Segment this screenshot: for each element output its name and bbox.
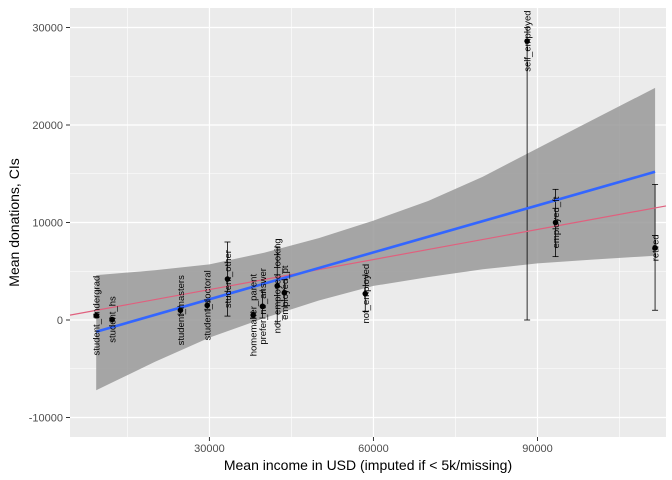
data-point bbox=[93, 312, 100, 319]
point-label: employed_ft bbox=[551, 196, 562, 248]
reference-line bbox=[69, 205, 667, 316]
point-label: not_employed_looking bbox=[273, 238, 284, 333]
point-label: employed_pt bbox=[280, 265, 291, 320]
x-tick-label: 60000 bbox=[358, 443, 389, 455]
data-point bbox=[524, 38, 530, 44]
point-label: prefer_no_answer bbox=[258, 268, 269, 345]
fit-line bbox=[95, 170, 656, 333]
y-tick-label: -10000 bbox=[29, 413, 63, 425]
x-axis-ticks: 30000 60000 90000 bbox=[194, 437, 553, 455]
x-tick-label: 30000 bbox=[194, 443, 225, 455]
y-axis-title: Mean donations, CIs bbox=[6, 158, 22, 286]
y-tick-label: 20000 bbox=[32, 120, 63, 132]
point-label: student_doctoral bbox=[203, 270, 214, 340]
data-point bbox=[552, 219, 559, 226]
point-label: retired bbox=[651, 234, 662, 261]
data-point bbox=[281, 289, 288, 296]
data-point bbox=[109, 316, 115, 323]
confidence-band bbox=[96, 87, 656, 391]
data-points bbox=[93, 38, 658, 323]
data-point bbox=[652, 245, 658, 251]
point-label: student_other bbox=[223, 250, 234, 308]
y-tick-label: 30000 bbox=[32, 23, 63, 35]
point-labels: student_undergrad student_hs student_maste… bbox=[92, 10, 662, 356]
point-label: homemaker_parent bbox=[249, 274, 260, 357]
data-point bbox=[224, 276, 231, 282]
point-label: not_employed bbox=[361, 264, 372, 324]
y-tick-label: 10000 bbox=[32, 218, 63, 230]
data-point bbox=[362, 290, 369, 297]
point-label: student_undergrad bbox=[92, 276, 103, 356]
point-label: student_masters bbox=[176, 275, 187, 345]
y-tick-label: 0 bbox=[57, 315, 63, 327]
data-point bbox=[259, 303, 266, 310]
data-point bbox=[177, 307, 184, 314]
point-label: self_employed bbox=[523, 10, 534, 71]
data-point bbox=[204, 302, 211, 309]
point-label: student_hs bbox=[108, 296, 119, 343]
y-axis-ticks: -10000 0 10000 20000 30000 bbox=[29, 23, 70, 425]
x-axis-title: Mean income in USD (imputed if < 5k/miss… bbox=[224, 457, 512, 473]
data-point bbox=[250, 312, 256, 318]
x-tick-label: 90000 bbox=[522, 443, 553, 455]
data-point bbox=[274, 283, 281, 289]
